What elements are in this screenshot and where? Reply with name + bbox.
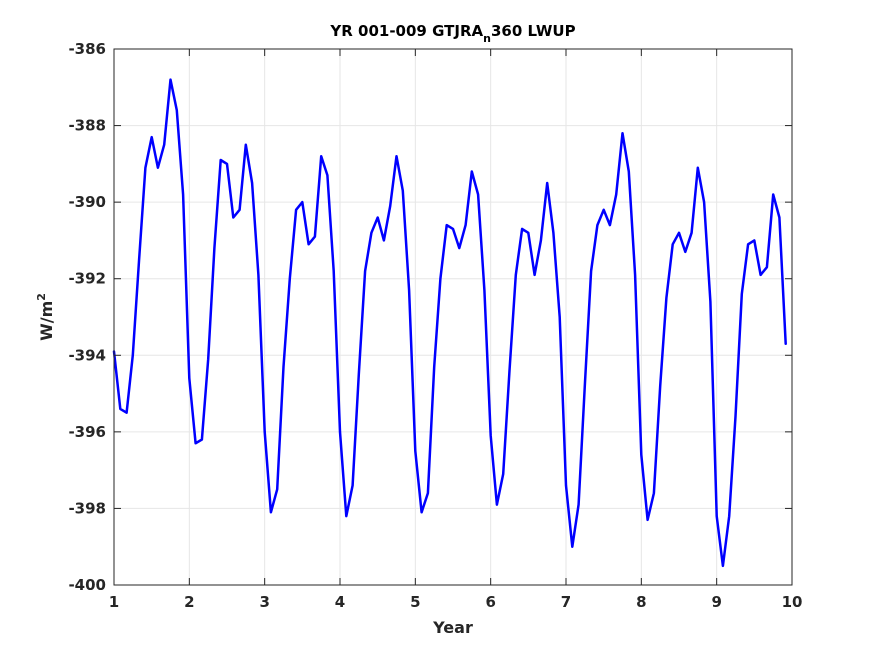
y-tick-label: -390 bbox=[68, 193, 106, 211]
x-tick-label: 2 bbox=[184, 593, 194, 611]
plot-area bbox=[114, 49, 792, 585]
chart-title: YR 001-009 GTJRAn360 LWUP bbox=[329, 22, 575, 45]
chart-title-tail: 360 LWUP bbox=[491, 22, 576, 40]
x-tick-label: 4 bbox=[335, 593, 345, 611]
y-axis-label: W/m2 bbox=[35, 293, 56, 341]
x-axis-label: Year bbox=[432, 618, 473, 637]
series-line bbox=[112, 78, 787, 568]
y-tick-label: -398 bbox=[68, 499, 106, 517]
x-tick-label: 6 bbox=[485, 593, 495, 611]
x-tick-label: 7 bbox=[561, 593, 571, 611]
x-tick-label: 8 bbox=[636, 593, 646, 611]
series-layer bbox=[112, 78, 787, 568]
plot-frame bbox=[113, 48, 793, 586]
y-tick-label: -388 bbox=[68, 117, 106, 135]
chart-title-subscript: n bbox=[483, 32, 491, 45]
x-tick-label: 9 bbox=[711, 593, 721, 611]
y-tick-label: -396 bbox=[68, 423, 106, 441]
y-tick-label: -394 bbox=[68, 346, 106, 364]
x-tick-label: 1 bbox=[109, 593, 119, 611]
y-tick-label: -392 bbox=[68, 270, 106, 288]
x-tick-label: 3 bbox=[259, 593, 269, 611]
x-tick-label: 5 bbox=[410, 593, 420, 611]
y-axis-label-superscript: 2 bbox=[35, 293, 48, 301]
y-tick-label: -400 bbox=[68, 576, 106, 594]
axis-ticks: 1 2 3 4 5 6 7 8 9 10 -400 -398 -396 -394 -392 -390 -388 -… bbox=[68, 40, 802, 611]
y-axis-label-base: W/m bbox=[37, 301, 56, 341]
x-tick-label: 10 bbox=[782, 593, 803, 611]
y-tick-label: -386 bbox=[68, 40, 106, 58]
chart-title-main: YR 001-009 GTJRA bbox=[329, 22, 483, 40]
